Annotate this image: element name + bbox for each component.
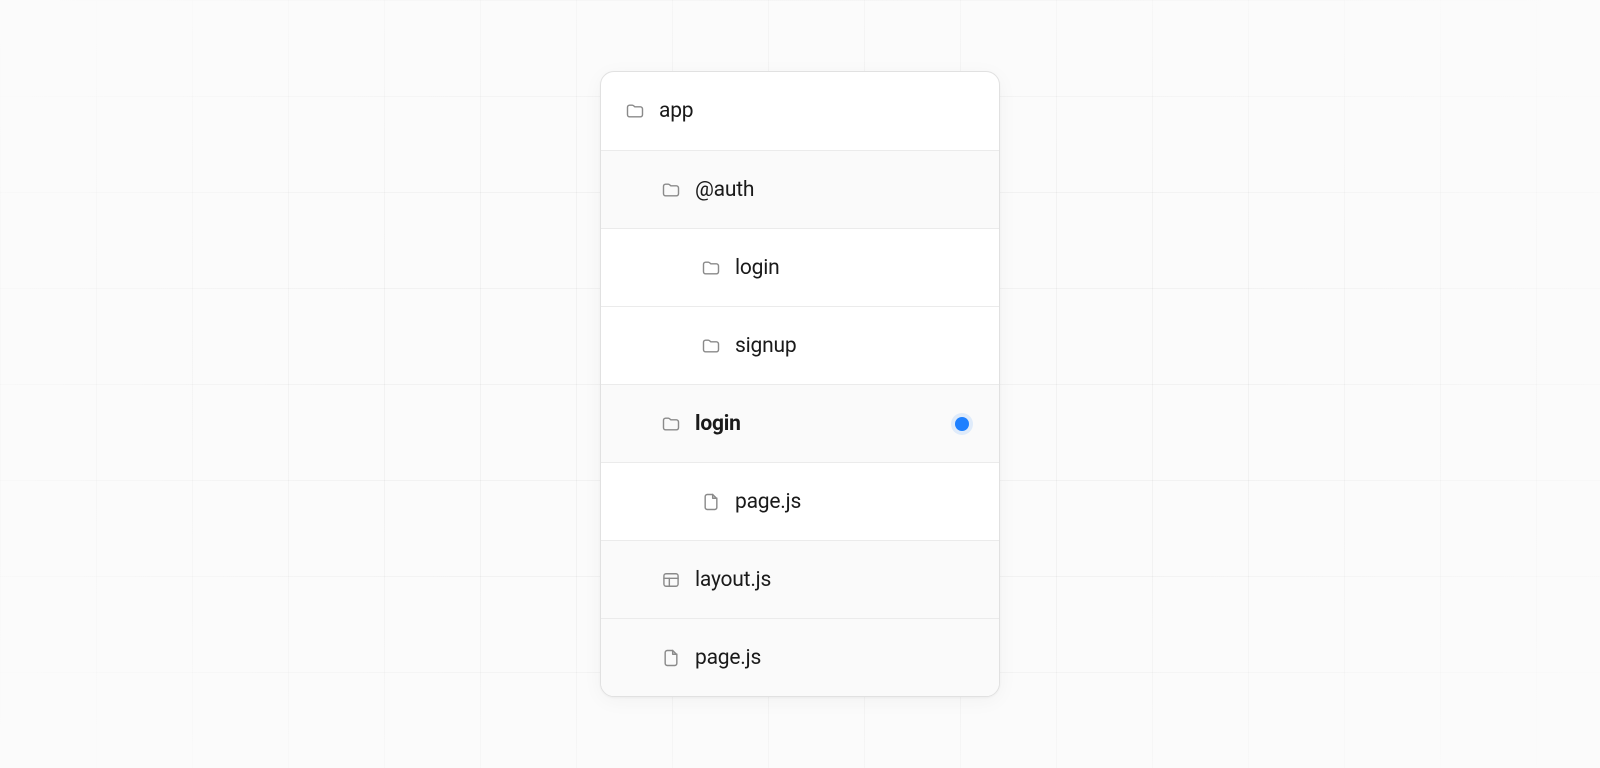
tree-item-login-page[interactable]: page.js [601,462,999,540]
file-icon [661,648,681,668]
file-tree-panel: app @auth login signup login page.js [600,71,1000,697]
folder-icon [701,258,721,278]
tree-item-label: layout.js [695,568,975,592]
tree-item-app[interactable]: app [601,72,999,150]
tree-item-label: app [659,99,975,123]
tree-item-page[interactable]: page.js [601,618,999,696]
folder-icon [701,336,721,356]
tree-item-auth-slot[interactable]: @auth [601,150,999,228]
tree-item-label: login [735,256,975,280]
folder-icon [661,414,681,434]
folder-icon [661,180,681,200]
tree-item-auth-login[interactable]: login [601,228,999,306]
tree-item-auth-signup[interactable]: signup [601,306,999,384]
tree-item-label: page.js [735,490,975,514]
file-icon [701,492,721,512]
active-marker-icon [955,417,969,431]
tree-item-label: login [695,412,941,436]
tree-item-layout[interactable]: layout.js [601,540,999,618]
tree-item-label: page.js [695,646,975,670]
folder-icon [625,101,645,121]
layout-icon [661,570,681,590]
tree-item-label: signup [735,334,975,358]
tree-item-login[interactable]: login [601,384,999,462]
tree-item-label: @auth [695,178,975,202]
